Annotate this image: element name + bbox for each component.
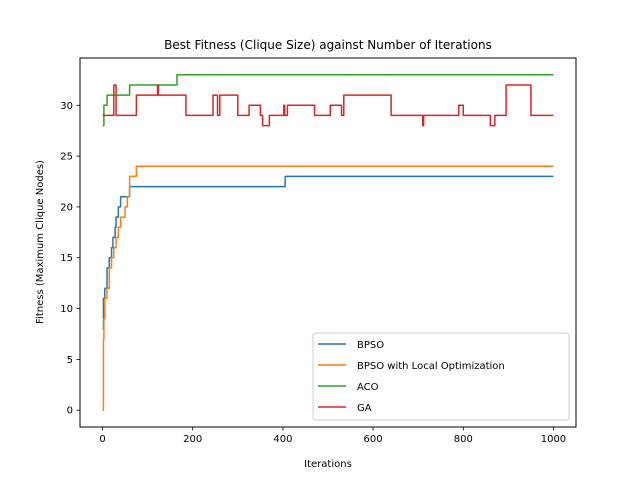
legend-label-1: BPSO with Local Optimization [357,361,505,372]
legend-label-0: BPSO [357,340,384,351]
legend-box [312,332,570,421]
y-axis-ticks: 0 5 10 15 20 25 30 [60,101,80,417]
series-line-3 [102,84,554,127]
y-axis-label: Fitness (Maximum Clique Nodes) [35,160,46,324]
x-tick-label: 400 [273,434,292,445]
legend-label-2: ACO [357,382,379,393]
x-axis-ticks: 0 200 400 600 800 1000 [99,427,566,445]
x-tick-label: 0 [99,434,105,445]
y-tick-label: 20 [60,202,73,213]
y-tick-label: 25 [60,152,73,163]
series-line-1 [102,165,554,411]
legend-entries: BPSO BPSO with Local Optimization ACO GA [318,340,505,414]
chart-title: Best Fitness (Clique Size) against Numbe… [164,38,492,52]
x-tick-label: 200 [183,434,202,445]
series-layer [102,74,554,411]
series-line-2 [102,74,554,127]
y-tick-label: 10 [60,304,73,315]
plot-frame [79,57,577,428]
x-tick-label: 600 [364,434,383,445]
y-tick-label: 15 [60,253,73,264]
series-line-0 [102,175,554,330]
x-tick-label: 800 [454,434,473,445]
y-tick-label: 0 [67,406,73,417]
x-tick-label: 1000 [541,434,566,445]
legend-label-3: GA [357,403,372,414]
y-tick-label: 30 [60,101,73,112]
x-axis-label: Iterations [304,459,352,470]
legend: BPSO BPSO with Local Optimization ACO GA [312,332,570,421]
y-tick-label: 5 [67,355,73,366]
